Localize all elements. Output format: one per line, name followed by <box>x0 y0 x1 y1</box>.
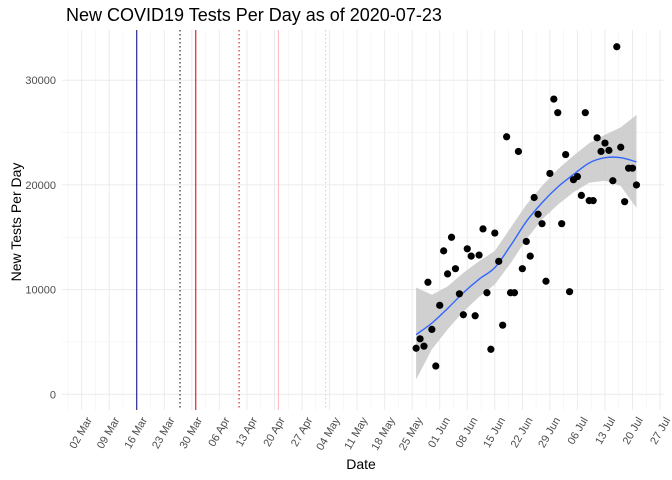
data-point <box>609 177 617 185</box>
data-point <box>558 220 566 228</box>
x-tick-label: 13 Apr <box>234 415 260 449</box>
data-point <box>514 147 523 156</box>
data-point <box>510 289 519 297</box>
data-point <box>573 172 582 181</box>
x-tick-label: 06 Apr <box>206 415 232 449</box>
x-tick-label: 25 May <box>397 415 426 453</box>
data-point <box>443 270 452 278</box>
data-point <box>589 197 597 205</box>
data-point <box>522 237 530 246</box>
data-point <box>483 289 491 297</box>
data-point <box>503 133 511 141</box>
data-point <box>617 143 625 151</box>
y-tick-label: 30000 <box>25 75 56 87</box>
data-point <box>601 139 609 147</box>
data-point <box>542 277 550 285</box>
data-point <box>538 220 546 228</box>
data-point <box>534 210 542 218</box>
data-point <box>562 150 570 159</box>
x-axis-ticks: 02 Mar 09 Mar 16 Mar 23 Mar 30 Mar 06 Apr 13 A… <box>67 415 672 453</box>
y-tick-label: 20000 <box>25 180 56 192</box>
x-tick-label: 08 Jun <box>454 415 481 450</box>
x-tick-label: 27 Apr <box>289 415 315 449</box>
y-axis-ticks: 0 10000 20000 30000 <box>25 75 56 401</box>
x-tick-label: 18 May <box>369 415 398 453</box>
y-tick-label: 0 <box>50 389 56 401</box>
data-point <box>628 164 637 172</box>
data-point <box>499 321 507 329</box>
data-point <box>475 251 483 259</box>
data-point <box>632 181 641 189</box>
confidence-band-area <box>416 114 637 380</box>
data-point <box>546 169 554 178</box>
chart-title: New COVID19 Tests Per Day as of 2020-07-… <box>66 5 442 25</box>
data-point <box>581 109 589 117</box>
data-point <box>518 265 526 273</box>
vertical-reference-lines <box>136 30 327 410</box>
data-point <box>526 252 534 260</box>
data-point <box>593 134 601 142</box>
x-tick-label: 20 Apr <box>261 415 287 449</box>
x-tick-label: 11 May <box>342 415 370 452</box>
x-tick-label: 22 Jun <box>509 415 536 450</box>
x-tick-label: 09 Mar <box>95 415 123 451</box>
y-tick-label: 10000 <box>25 285 56 297</box>
grid <box>62 30 664 410</box>
x-tick-label: 02 Mar <box>67 415 95 451</box>
x-tick-label: 27 Jul <box>648 415 672 446</box>
x-tick-label: 13 Jul <box>593 415 618 446</box>
x-axis-label: Date <box>346 456 376 472</box>
data-point <box>605 146 613 154</box>
data-point <box>420 342 428 350</box>
trend-line <box>415 156 637 336</box>
data-point <box>597 147 605 156</box>
x-tick-label: 04 May <box>314 415 343 453</box>
data-point <box>432 362 440 370</box>
data-points <box>412 43 641 370</box>
data-point <box>491 229 499 237</box>
data-point <box>451 265 460 273</box>
data-point <box>447 233 456 241</box>
x-tick-label: 20 Jul <box>621 415 646 446</box>
data-point <box>471 312 479 320</box>
data-point <box>554 109 562 117</box>
data-point <box>412 344 420 352</box>
x-tick-label: 23 Mar <box>150 415 178 451</box>
data-point <box>463 245 471 253</box>
data-point <box>621 198 629 206</box>
data-point <box>455 290 463 298</box>
data-point <box>416 335 424 343</box>
x-tick-label: 30 Mar <box>178 415 206 451</box>
data-point <box>459 311 467 319</box>
data-point <box>436 301 444 309</box>
x-tick-label: 29 Jun <box>536 415 563 450</box>
data-point <box>479 225 487 233</box>
x-tick-label: 01 Jun <box>426 415 453 450</box>
data-point <box>565 288 574 296</box>
x-tick-label: 16 Mar <box>123 415 151 451</box>
data-point <box>428 325 436 333</box>
confidence-band <box>416 114 637 380</box>
data-point <box>440 247 448 255</box>
data-point <box>577 191 585 199</box>
data-point <box>424 278 432 286</box>
data-point <box>495 257 503 265</box>
data-point <box>530 193 538 202</box>
x-tick-label: 15 Jun <box>481 415 508 450</box>
data-point <box>550 95 558 103</box>
x-tick-label: 06 Jul <box>566 415 591 446</box>
trend-line-group <box>415 156 637 336</box>
data-point <box>467 252 475 260</box>
data-point <box>487 345 495 353</box>
data-point <box>613 43 621 51</box>
